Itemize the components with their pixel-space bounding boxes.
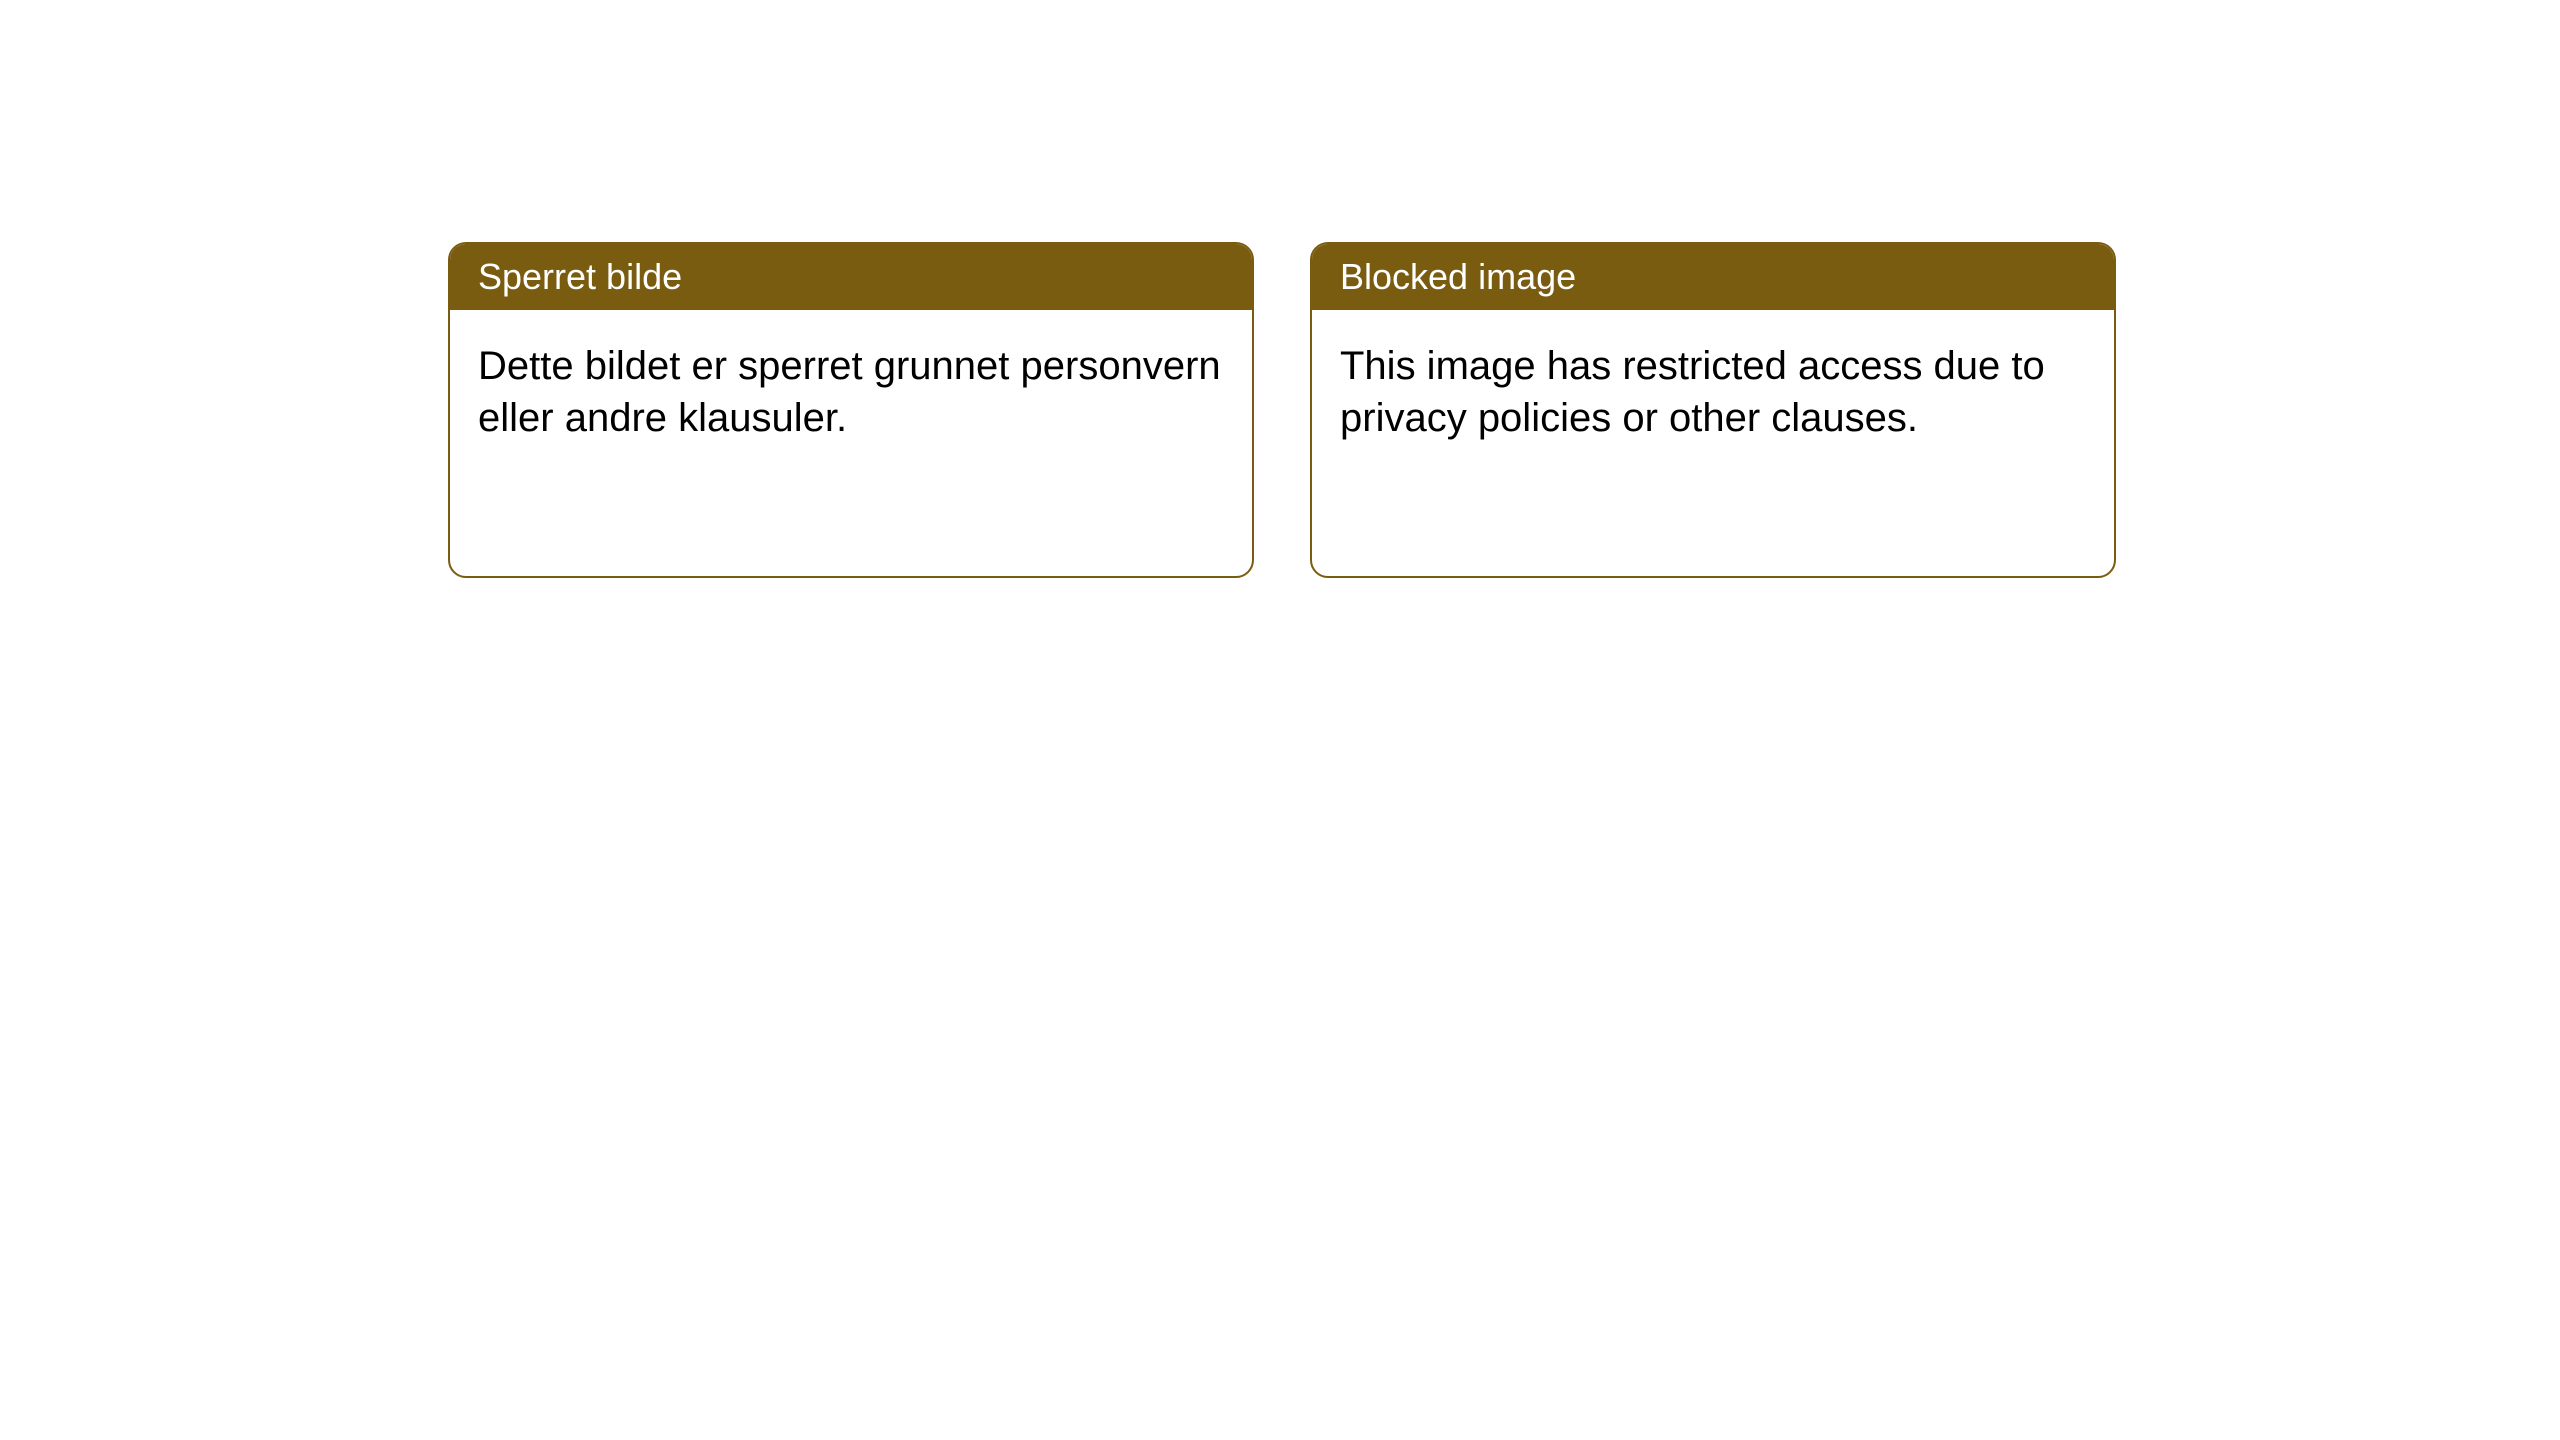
notice-body-norwegian: Dette bildet er sperret grunnet personve… <box>450 310 1252 474</box>
notice-container: Sperret bilde Dette bildet er sperret gr… <box>448 242 2116 578</box>
notice-header-english: Blocked image <box>1312 244 2114 310</box>
notice-text-norwegian: Dette bildet er sperret grunnet personve… <box>478 344 1221 440</box>
notice-title-norwegian: Sperret bilde <box>478 256 682 297</box>
notice-title-english: Blocked image <box>1340 256 1576 297</box>
notice-card-english: Blocked image This image has restricted … <box>1310 242 2116 578</box>
notice-card-norwegian: Sperret bilde Dette bildet er sperret gr… <box>448 242 1254 578</box>
notice-body-english: This image has restricted access due to … <box>1312 310 2114 474</box>
notice-header-norwegian: Sperret bilde <box>450 244 1252 310</box>
notice-text-english: This image has restricted access due to … <box>1340 344 2045 440</box>
